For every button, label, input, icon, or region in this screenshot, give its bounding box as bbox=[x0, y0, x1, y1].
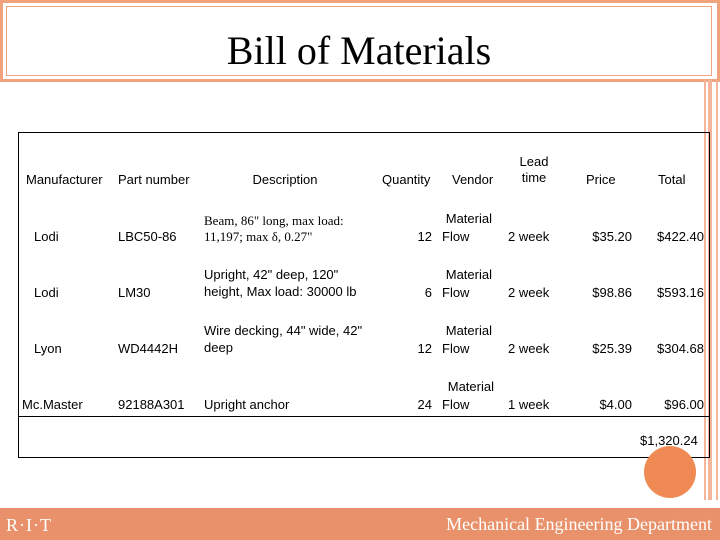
header-total: Total bbox=[658, 172, 686, 187]
grand-total: $1,320.24 bbox=[640, 433, 698, 448]
title-box: Bill of Materials bbox=[6, 6, 712, 76]
row3-description-line2: deep bbox=[204, 340, 233, 355]
rit-logo: R·I·T bbox=[6, 515, 52, 535]
row3-vendor-line2: Flow bbox=[442, 341, 470, 356]
row1-price: $35.20 bbox=[592, 229, 632, 244]
header-lead-time-line2: time bbox=[521, 170, 547, 185]
row1-manufacturer: Lodi bbox=[34, 229, 59, 244]
row2-description-line2: height, Max load: 30000 lb bbox=[204, 284, 357, 299]
row2-lead-time: 2 week bbox=[508, 285, 550, 300]
department-name: Mechanical Engineering Department bbox=[446, 514, 712, 534]
row2-vendor-line1: Material bbox=[445, 267, 492, 282]
header-price: Price bbox=[586, 172, 616, 187]
decorative-bars bbox=[700, 80, 720, 520]
header-description: Description bbox=[252, 172, 318, 187]
row4-vendor-line1: Material bbox=[447, 379, 494, 394]
bom-table bbox=[18, 132, 710, 458]
row1-quantity: 12 bbox=[417, 229, 432, 244]
row4-total: $96.00 bbox=[664, 397, 704, 412]
row2-vendor-line2: Flow bbox=[442, 285, 470, 300]
row2-manufacturer: Lodi bbox=[34, 285, 59, 300]
row2-price: $98.86 bbox=[592, 285, 632, 300]
row4-quantity: 24 bbox=[417, 397, 432, 412]
row1-lead-time: 2 week bbox=[508, 229, 550, 244]
row4-vendor-line2: Flow bbox=[442, 397, 470, 412]
decorative-circle bbox=[644, 446, 696, 498]
row3-description-line1: Wire decking, 44" wide, 42" bbox=[204, 323, 363, 338]
row1-vendor-line1: Material bbox=[445, 211, 492, 226]
row1-description-line1: Beam, 86" long, max load: bbox=[204, 213, 344, 228]
row1-description-line2: 11,197; max δ, 0.27" bbox=[204, 229, 313, 244]
row2-quantity: 6 bbox=[424, 285, 432, 300]
row4-description: Upright anchor bbox=[204, 397, 290, 412]
row4-price: $4.00 bbox=[599, 397, 632, 412]
row3-manufacturer: Lyon bbox=[34, 341, 62, 356]
header-lead-time-line1: Lead bbox=[519, 154, 549, 169]
row1-part-number: LBC50-86 bbox=[118, 229, 177, 244]
header-part-number: Part number bbox=[118, 172, 190, 187]
slide-title: Bill of Materials bbox=[226, 28, 492, 73]
row3-quantity: 12 bbox=[417, 341, 432, 356]
row3-vendor-line1: Material bbox=[445, 323, 492, 338]
header-vendor: Vendor bbox=[452, 172, 494, 187]
row4-manufacturer: Mc.Master bbox=[22, 397, 83, 412]
table-divider bbox=[18, 416, 710, 417]
row3-part-number: WD4442H bbox=[118, 341, 178, 356]
row4-lead-time: 1 week bbox=[508, 397, 550, 412]
row3-price: $25.39 bbox=[592, 341, 632, 356]
row3-total: $304.68 bbox=[657, 341, 704, 356]
row1-total: $422.40 bbox=[657, 229, 704, 244]
row1-vendor-line2: Flow bbox=[442, 229, 470, 244]
header-quantity: Quantity bbox=[382, 172, 431, 187]
row2-total: $593.16 bbox=[657, 285, 704, 300]
row3-lead-time: 2 week bbox=[508, 341, 550, 356]
row2-description-line1: Upright, 42" deep, 120" bbox=[204, 267, 339, 282]
row4-part-number: 92188A301 bbox=[118, 397, 185, 412]
title-frame: Bill of Materials bbox=[0, 0, 720, 82]
header-manufacturer: Manufacturer bbox=[26, 172, 103, 187]
row2-part-number: LM30 bbox=[118, 285, 151, 300]
footer-bar bbox=[0, 508, 720, 540]
